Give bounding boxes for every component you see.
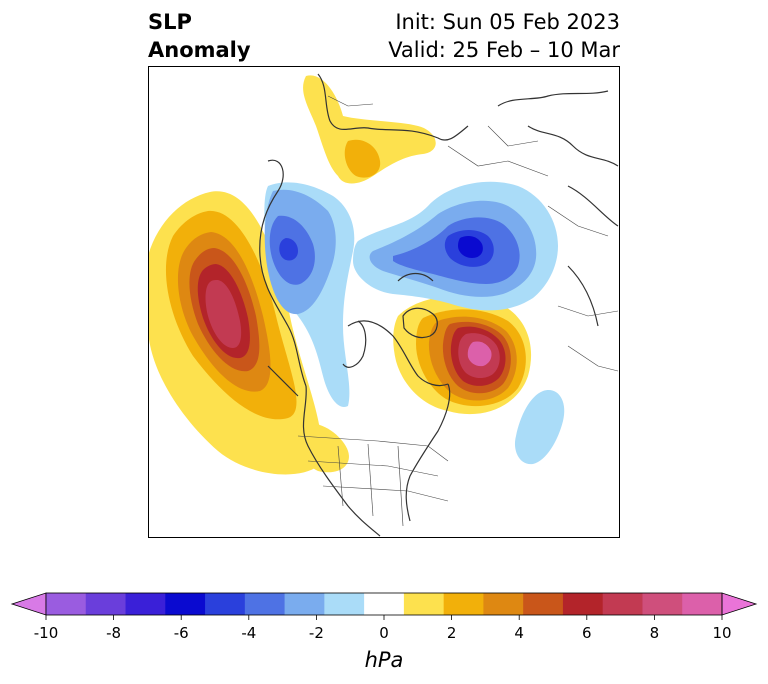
colorbar-extend-min xyxy=(10,592,47,616)
north-atlantic-low xyxy=(514,390,565,465)
colorbar-segment xyxy=(244,593,286,615)
colorbar-segment xyxy=(125,593,166,615)
colorbar-tick-label: -10 xyxy=(34,624,59,642)
colorbar-segment xyxy=(443,593,484,615)
colorbar-segment xyxy=(85,593,127,615)
western-us-high xyxy=(297,423,349,473)
colorbar-tick-label: 8 xyxy=(650,624,660,642)
siberia-core xyxy=(344,139,381,178)
colorbar-tick-label: -2 xyxy=(309,624,324,642)
map-frame xyxy=(148,66,620,538)
colorbar-segment xyxy=(483,593,524,615)
colorbar-segment xyxy=(602,593,643,615)
colorbar-tick-label: -6 xyxy=(174,624,189,642)
valid-range: Valid: 25 Feb – 10 Mar xyxy=(388,38,620,62)
political-borders xyxy=(297,95,619,527)
colorbar-tick-label: 4 xyxy=(514,624,524,642)
title-line-1: SLP xyxy=(148,10,192,34)
coastlines xyxy=(259,73,619,537)
colorbar-tick-label: -8 xyxy=(106,624,121,642)
east-asia-low xyxy=(353,181,558,311)
labrador-greenland-high xyxy=(393,296,532,415)
colorbar-tick-label: 0 xyxy=(379,624,389,642)
colorbar-segment xyxy=(523,593,564,615)
colorbar-segment xyxy=(682,593,723,615)
colorbar-tick-label: 2 xyxy=(447,624,457,642)
colorbar-tick-label: 6 xyxy=(582,624,592,642)
colorbar-tick-label: 10 xyxy=(712,624,731,642)
colorbar-tick-label: -4 xyxy=(241,624,256,642)
map-title: SLP Anomaly xyxy=(148,8,251,64)
colorbar-segment xyxy=(165,593,206,615)
colorbar-unit-label: hPa xyxy=(365,648,404,672)
north-pacific-high xyxy=(148,191,322,475)
colorbar-segment xyxy=(324,593,365,615)
init-date: Init: Sun 05 Feb 2023 xyxy=(395,10,620,34)
colorbar-segment xyxy=(642,593,683,615)
colorbar-segment xyxy=(364,593,405,615)
slp-anomaly-map xyxy=(148,66,620,538)
colorbar: -10 -8 -6 -4 -2 0 2 4 6 8 10 hPa xyxy=(10,592,758,672)
western-canada-low xyxy=(264,182,355,407)
forecast-dates: Init: Sun 05 Feb 2023 Valid: 25 Feb – 10… xyxy=(388,8,620,64)
colorbar-segments xyxy=(10,592,758,616)
colorbar-extend-max xyxy=(721,592,758,616)
colorbar-segment xyxy=(562,593,604,615)
colorbar-segment xyxy=(46,593,87,615)
title-line-2: Anomaly xyxy=(148,38,251,62)
colorbar-segment xyxy=(284,593,325,615)
colorbar-ticks: -10 -8 -6 -4 -2 0 2 4 6 8 10 xyxy=(34,615,732,642)
siberia-eurasia-high xyxy=(303,75,436,184)
colorbar-segment xyxy=(205,593,246,615)
colorbar-segment xyxy=(403,593,445,615)
